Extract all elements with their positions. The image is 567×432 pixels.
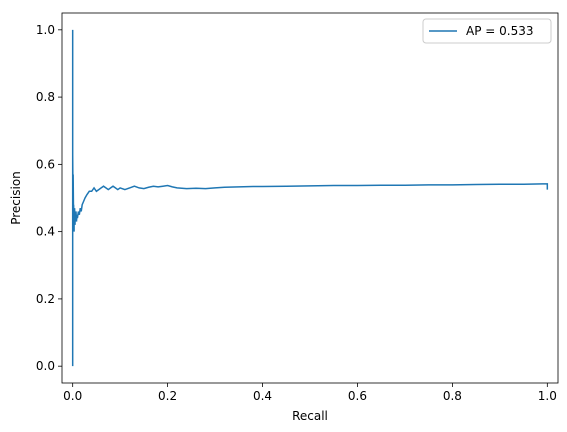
x-tick-label: 1.0 xyxy=(538,389,557,403)
plot-frame xyxy=(61,12,559,384)
series-layer xyxy=(71,29,549,367)
x-tick-label: 0.4 xyxy=(253,389,272,403)
y-tick-label: 0.2 xyxy=(36,292,55,306)
legend-box xyxy=(422,18,552,44)
legend: AP = 0.533 xyxy=(422,18,552,44)
y-axis-ticks: 0.0 0.2 0.4 0.6 0.8 1.0 xyxy=(36,23,62,373)
x-tick-label: 0.6 xyxy=(348,389,367,403)
x-axis-ticks: 0.0 0.2 0.4 0.6 0.8 1.0 xyxy=(63,383,557,403)
y-tick-label: 0.8 xyxy=(36,90,55,104)
y-tick-label: 0.6 xyxy=(36,157,55,171)
x-tick-label: 0.8 xyxy=(443,389,462,403)
x-tick-label: 0.2 xyxy=(158,389,177,403)
y-tick-label: 0.0 xyxy=(36,359,55,373)
legend-entry-label: AP = 0.533 xyxy=(466,24,533,38)
plot-background xyxy=(62,13,558,383)
y-tick-label: 1.0 xyxy=(36,23,55,37)
y-tick-label: 0.4 xyxy=(36,225,55,239)
y-axis-label: Precision xyxy=(9,171,23,225)
x-tick-label: 0.0 xyxy=(63,389,82,403)
x-axis-label: Recall xyxy=(292,409,328,423)
series-line xyxy=(71,29,549,367)
